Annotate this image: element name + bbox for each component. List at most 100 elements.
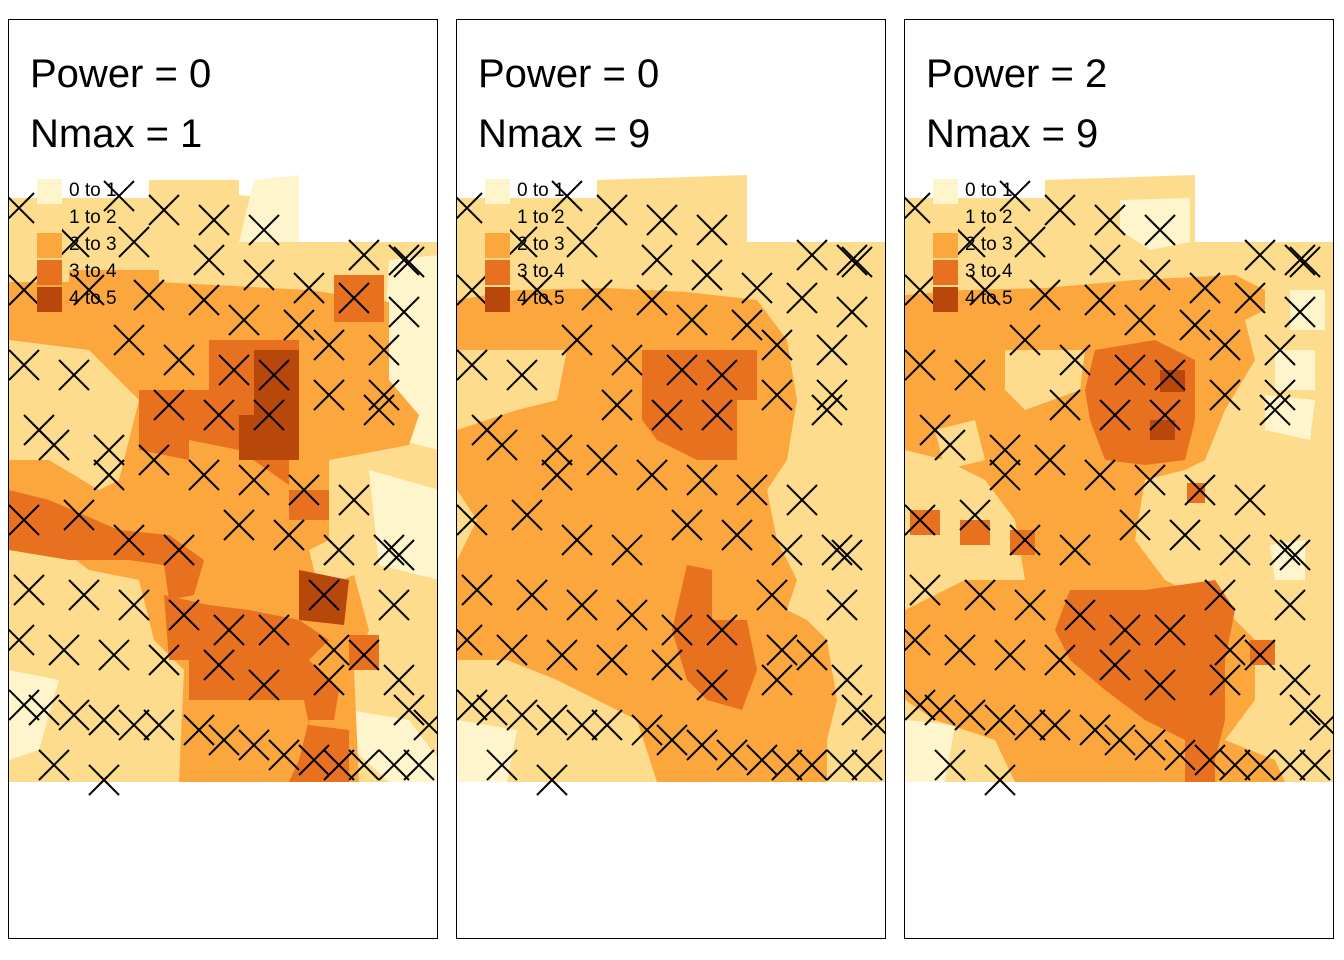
- cross-marker: [521, 274, 553, 306]
- legend-label: 3 to 4: [69, 261, 117, 282]
- region-3-to-4: [9, 490, 204, 600]
- cross-marker: [761, 664, 793, 696]
- cross-marker: [796, 749, 828, 781]
- cross-marker: [706, 359, 738, 391]
- cross-marker: [1264, 379, 1296, 411]
- cross-marker: [228, 304, 260, 336]
- cross-marker: [826, 749, 858, 781]
- cross-marker: [486, 429, 518, 461]
- cross-marker: [1059, 344, 1091, 376]
- cross-marker: [1149, 399, 1181, 431]
- cross-marker: [586, 444, 618, 476]
- cross-marker: [836, 244, 868, 276]
- cross-marker: [686, 464, 718, 496]
- cross-marker: [188, 284, 220, 316]
- cross-marker: [457, 624, 483, 656]
- cross-marker: [944, 634, 976, 666]
- cross-marker: [1139, 259, 1171, 291]
- legend-label: 0 to 1: [965, 180, 1013, 201]
- map-panel-power2-nmax9: Power = 2 Nmax = 9 0 to 1 1 to 2 2 to 3 …: [904, 19, 1334, 939]
- cross-marker: [1234, 484, 1266, 516]
- cross-marker: [58, 699, 90, 731]
- cross-marker: [98, 639, 130, 671]
- cross-marker: [816, 379, 848, 411]
- cross-marker: [1189, 272, 1221, 304]
- cross-marker: [218, 354, 250, 386]
- cross-marker: [183, 714, 215, 746]
- cross-marker: [989, 459, 1021, 491]
- cross-marker: [696, 669, 728, 701]
- cross-marker: [721, 519, 753, 551]
- cross-marker: [1044, 644, 1076, 676]
- interpolation-map: [905, 175, 1333, 796]
- region-3-to-4: [642, 350, 757, 460]
- cross-marker: [461, 574, 493, 606]
- cross-marker: [1289, 246, 1321, 278]
- cross-marker: [1009, 324, 1041, 356]
- cross-marker: [38, 429, 70, 461]
- cross-marker: [826, 589, 858, 621]
- cross-marker: [268, 739, 300, 771]
- legend-swatch: [37, 287, 62, 312]
- cross-marker: [1264, 334, 1296, 366]
- cross-marker: [1274, 749, 1306, 781]
- region-3-to-4: [1055, 580, 1235, 782]
- cross-marker: [1014, 589, 1046, 621]
- cross-marker: [93, 459, 125, 491]
- cross-marker: [1034, 444, 1066, 476]
- cross-marker: [566, 226, 598, 258]
- cross-marker: [1114, 354, 1146, 386]
- cross-marker: [861, 709, 885, 741]
- cross-marker: [596, 644, 628, 676]
- cross-marker: [388, 296, 420, 328]
- power-label: Power = 0: [478, 52, 660, 96]
- cross-marker: [1309, 709, 1333, 741]
- cross-marker: [1214, 634, 1246, 666]
- cross-marker: [736, 474, 768, 506]
- cross-marker: [368, 334, 400, 366]
- cross-marker: [671, 509, 703, 541]
- cross-marker: [954, 699, 986, 731]
- cross-marker: [994, 639, 1026, 671]
- cross-marker: [905, 504, 936, 536]
- cross-marker: [73, 274, 105, 306]
- cross-marker: [964, 579, 996, 611]
- cross-marker: [1064, 599, 1096, 631]
- cross-marker: [68, 579, 100, 611]
- cross-marker: [541, 434, 573, 466]
- legend-swatch: [37, 206, 62, 231]
- cross-marker: [596, 194, 628, 226]
- cross-marker: [258, 614, 290, 646]
- region-0-to-1: [1270, 540, 1305, 580]
- cross-marker: [771, 749, 803, 781]
- cross-marker: [238, 464, 270, 496]
- cross-marker: [1154, 359, 1186, 391]
- cross-marker: [9, 624, 35, 656]
- cross-marker: [403, 749, 435, 781]
- cross-marker: [831, 664, 863, 696]
- cross-marker: [1124, 304, 1156, 336]
- region-0-to-1: [349, 710, 437, 782]
- cross-marker: [476, 694, 508, 726]
- cross-marker: [1049, 389, 1081, 421]
- cross-marker: [118, 589, 150, 621]
- cross-marker: [1219, 534, 1251, 566]
- cross-marker: [457, 349, 488, 381]
- sample-points: [905, 180, 1333, 796]
- cross-marker: [1009, 524, 1041, 556]
- cross-marker: [238, 729, 270, 761]
- cross-marker: [457, 504, 488, 536]
- cross-marker: [841, 694, 873, 726]
- cross-marker: [1299, 749, 1331, 781]
- cross-marker: [909, 574, 941, 606]
- cross-marker: [308, 579, 340, 611]
- cross-marker: [656, 724, 688, 756]
- cross-marker: [536, 704, 568, 736]
- cross-marker: [1029, 279, 1061, 311]
- cross-marker: [248, 669, 280, 701]
- cross-marker: [1094, 204, 1126, 236]
- cross-marker: [1289, 694, 1321, 726]
- cross-marker: [1209, 329, 1241, 361]
- cross-marker: [651, 399, 683, 431]
- cross-marker: [541, 459, 573, 491]
